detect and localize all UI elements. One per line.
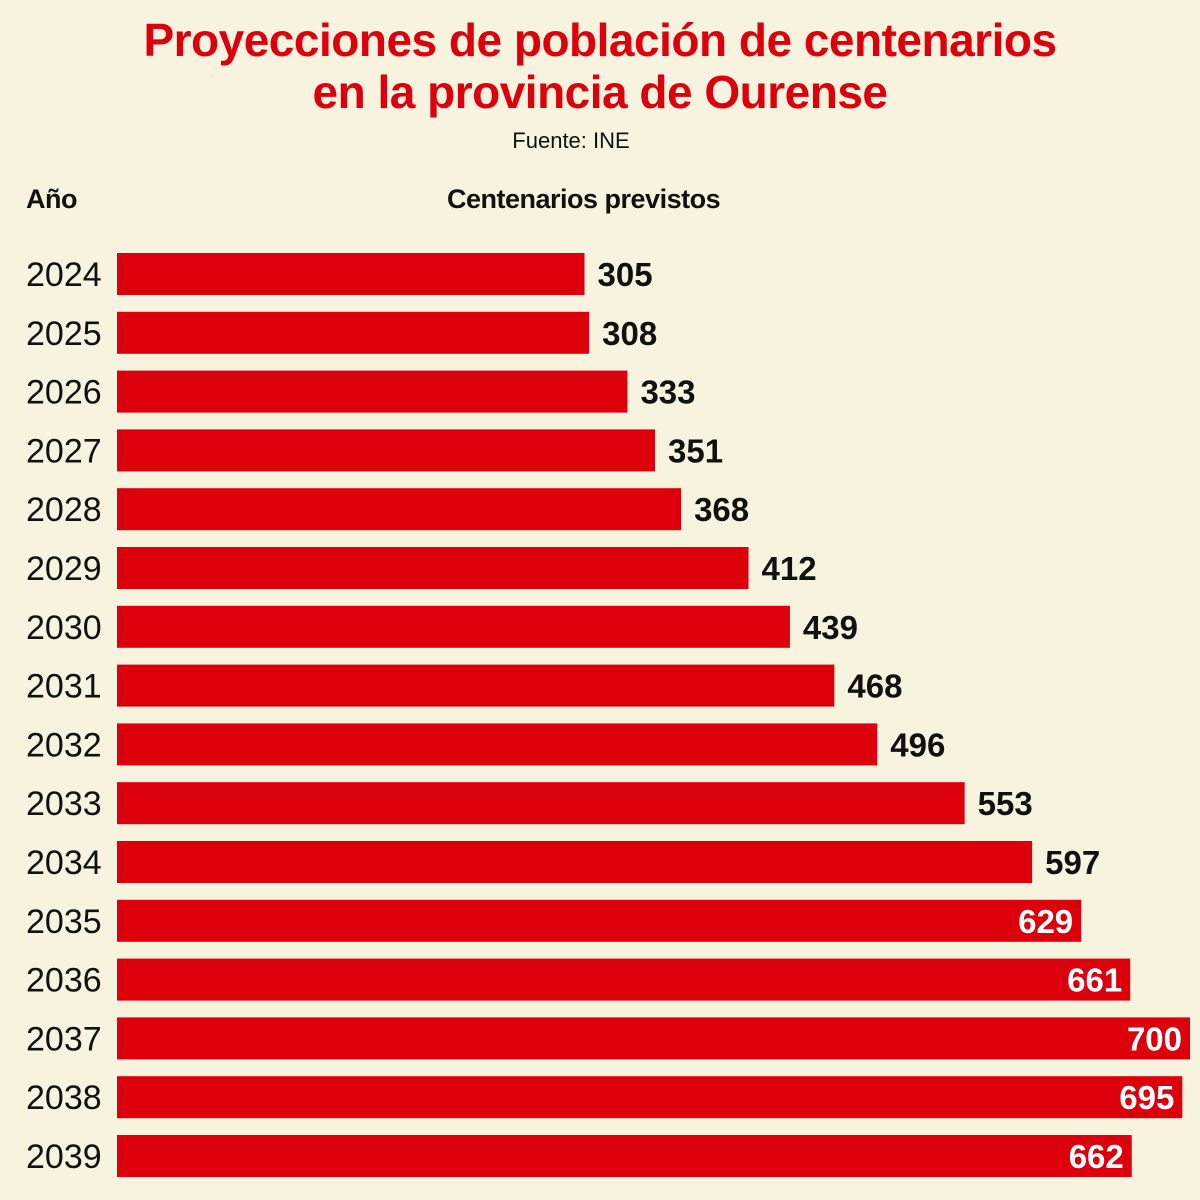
year-label: 2029 xyxy=(26,550,102,588)
year-label: 2034 xyxy=(26,844,102,882)
value-label-2030: 439 xyxy=(803,609,858,646)
bar-2030 xyxy=(117,605,790,648)
year-label: 2025 xyxy=(26,315,102,353)
chart-title-line-1: Proyecciones de población de centenarios xyxy=(143,14,1057,66)
year-label: 2024 xyxy=(26,256,102,294)
year-label: 2030 xyxy=(26,609,102,647)
bar-2028 xyxy=(117,488,682,531)
bar-2038 xyxy=(117,1076,1183,1119)
year-label: 2035 xyxy=(26,903,102,941)
value-label-2024: 305 xyxy=(598,256,653,293)
year-label: 2037 xyxy=(26,1020,102,1058)
value-label-2035: 629 xyxy=(1018,903,1073,940)
value-label-2028: 368 xyxy=(694,491,749,528)
year-label: 2039 xyxy=(26,1138,102,1176)
bar-2031 xyxy=(117,664,835,707)
bar-2033 xyxy=(117,782,965,825)
year-label: 2032 xyxy=(26,726,102,764)
year-label: 2033 xyxy=(26,785,102,823)
bar-2025 xyxy=(117,311,590,354)
year-label: 2038 xyxy=(26,1079,102,1117)
bar-2037 xyxy=(117,1017,1190,1060)
year-label: 2031 xyxy=(26,668,102,706)
bar-2032 xyxy=(117,723,878,766)
value-label-2034: 597 xyxy=(1045,844,1100,881)
value-label-2032: 496 xyxy=(890,726,945,763)
year-label: 2026 xyxy=(26,374,102,412)
chart-title-line-2: en la provincia de Ourense xyxy=(312,66,888,118)
value-label-2037: 700 xyxy=(1127,1020,1182,1057)
year-column-header: Año xyxy=(26,184,77,214)
bar-2024 xyxy=(117,253,585,295)
value-label-2038: 695 xyxy=(1119,1079,1174,1116)
bar-2029 xyxy=(117,547,749,589)
value-label-2036: 661 xyxy=(1067,962,1122,999)
value-column-header: Centenarios previstos xyxy=(447,184,721,214)
year-label: 2028 xyxy=(26,491,102,529)
value-label-2031: 468 xyxy=(847,668,902,705)
value-label-2033: 553 xyxy=(978,785,1033,822)
bar-2026 xyxy=(117,370,628,413)
bar-2039 xyxy=(117,1135,1132,1177)
year-label: 2036 xyxy=(26,962,102,1000)
bar-2035 xyxy=(117,899,1082,942)
bar-2036 xyxy=(117,958,1131,1001)
year-label: 2027 xyxy=(26,432,102,470)
value-label-2027: 351 xyxy=(668,432,723,469)
bar-2027 xyxy=(117,429,656,472)
value-label-2026: 333 xyxy=(640,374,695,411)
value-label-2039: 662 xyxy=(1069,1138,1124,1175)
value-label-2029: 412 xyxy=(762,550,817,587)
bar-2034 xyxy=(117,841,1033,883)
value-label-2025: 308 xyxy=(602,315,657,352)
source-note: Fuente: INE xyxy=(512,128,630,153)
